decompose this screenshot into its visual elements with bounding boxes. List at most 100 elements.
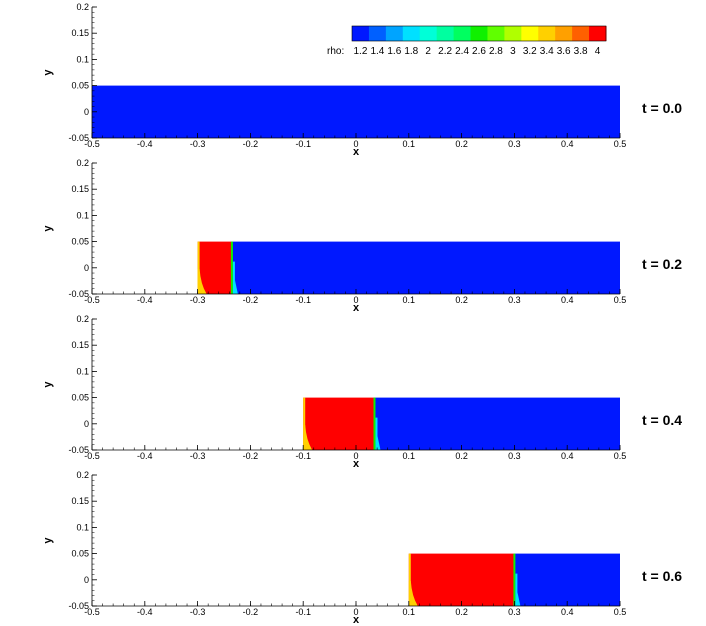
legend-level-label: 3.8 [574,46,588,57]
legend-swatch [402,26,421,41]
density-region-high [408,553,515,606]
x-tick-label: -0.1 [295,607,311,617]
density-fringe-left [197,241,200,294]
x-tick-label: 0.1 [403,139,416,149]
legend-level-label: 2.8 [489,46,503,57]
shock-front [513,553,516,606]
x-tick-label: 0.1 [403,607,416,617]
x-axis-title: x [353,614,360,626]
x-tick-label: -0.5 [84,139,100,149]
time-label: t = 0.2 [642,256,682,272]
legend-swatch [385,26,404,41]
x-tick-label: -0.3 [190,451,206,461]
y-axis-title: y [42,225,54,232]
legend-swatch [504,26,522,41]
x-tick-label: 0.3 [508,295,521,305]
legend-swatch [589,26,607,41]
x-tick-label: 0.4 [561,139,574,149]
shock-front-trail [375,417,378,450]
y-tick-label: 0.1 [76,54,89,64]
legend-swatch [555,26,573,41]
legend-level-label: 4 [595,46,601,57]
x-tick-label: -0.5 [84,295,100,305]
x-tick-label: 0.1 [403,451,416,461]
panel-2: -0.5 -0.4 -0.3 -0.2 -0.1 0 0.1 0.2 0.3 0.4 0.5 -0.0… [42,314,682,470]
x-tick-label: 0.5 [614,139,627,149]
density-fringe-foot [197,269,207,294]
y-tick-label: -0.05 [68,289,89,299]
y-tick-label: 0.1 [76,210,89,220]
x-tick-label: -0.4 [137,295,153,305]
x-tick-label: -0.3 [190,295,206,305]
x-tick-label: -0.2 [243,451,259,461]
legend-level-label: 2.2 [438,46,452,57]
x-tick-label: -0.4 [137,451,153,461]
density-region-low [514,553,620,606]
y-tick-label: 0 [84,107,89,117]
x-tick-label: -0.3 [190,607,206,617]
x-tick-label: 0.4 [561,607,574,617]
x-tick-label: -0.1 [295,295,311,305]
rho-legend: rho: 1.2 1.4 1.6 1.8 2 2.2 2.4 2.6 2.8 3 3.2 3.4 3.6 3… [327,25,607,57]
y-tick-label: -0.05 [68,133,89,143]
x-axis-title: x [353,458,360,470]
legend-swatch [352,26,370,41]
legend-level-label: 3.2 [523,46,537,57]
legend-swatch [538,26,556,41]
x-tick-label: -0.5 [84,607,100,617]
y-tick-label: 0.05 [71,549,89,559]
x-tick-label: 0.4 [561,451,574,461]
density-fringe-foot [408,581,418,606]
x-tick-label: -0.1 [295,451,311,461]
x-tick-label: 0.5 [614,607,627,617]
shock-front [230,241,233,294]
y-tick-label: -0.05 [68,601,89,611]
legend-swatch [521,26,539,41]
x-tick-label: 0.1 [403,295,416,305]
legend-level-label: 1.8 [404,46,418,57]
legend-level-label: 1.4 [370,46,384,57]
density-fringe-left [303,397,306,450]
legend-level-label: 2.6 [472,46,486,57]
x-tick-label: 0 [353,451,358,461]
y-tick-label: 0.15 [71,28,89,38]
x-tick-label: 0.5 [614,451,627,461]
x-tick-label: 0.2 [455,139,468,149]
y-tick-label: 0 [84,575,89,585]
y-tick-label: 0.2 [76,470,89,480]
y-tick-label: 0.2 [76,2,89,12]
y-tick-label: 0 [84,419,89,429]
density-region-high [303,397,375,450]
density-fringe-left [408,553,411,606]
time-panels: -0.5 -0.4 -0.3 -0.2 -0.1 0 0.1 0.2 0.3 0.4 0.5 -0.0… [42,2,682,626]
legend-swatch [436,26,455,41]
x-tick-label: -0.4 [137,607,153,617]
x-tick-label: 0.2 [455,607,468,617]
shock-front-foot [515,592,521,606]
y-tick-label: 0.15 [71,496,89,506]
density-region-low [374,397,620,450]
legend-level-label: 1.6 [387,46,401,57]
x-tick-label: -0.2 [243,607,259,617]
x-tick-label: -0.2 [243,295,259,305]
y-axis-title: y [42,381,54,388]
x-tick-label: -0.5 [84,451,100,461]
legend-level-label: 3 [510,46,516,57]
y-tick-label: 0.15 [71,340,89,350]
shock-front-trail [232,261,235,294]
x-axis-title: x [353,302,360,314]
x-tick-label: 0 [353,139,358,149]
x-tick-label: 0.2 [455,451,468,461]
panel-0: -0.5 -0.4 -0.3 -0.2 -0.1 0 0.1 0.2 0.3 0.4 0.5 -0.0… [42,2,682,158]
density-region-low [231,241,621,294]
y-tick-label: 0.2 [76,314,89,324]
density-region-high [197,241,232,294]
time-label: t = 0.0 [642,100,682,116]
legend-level-label: 1.2 [354,46,368,57]
y-tick-label: 0 [84,263,89,273]
x-tick-label: -0.2 [243,139,259,149]
legend-level-label: 3.4 [540,46,554,57]
x-tick-label: 0.2 [455,295,468,305]
legend-frame [351,25,607,42]
